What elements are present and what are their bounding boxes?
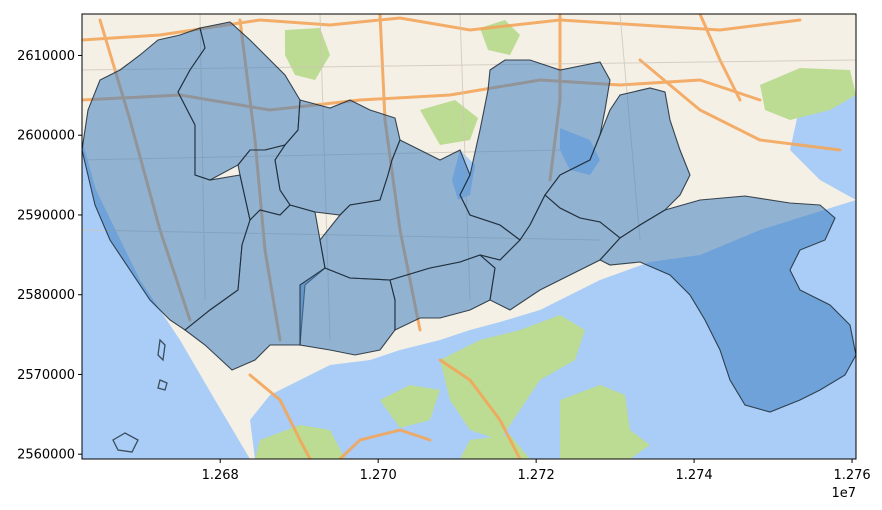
x-tick-label: 1.272 <box>518 468 555 483</box>
x-tick-label: 1.276 <box>833 468 870 483</box>
y-axis: 2560000 2570000 2580000 2590000 2600000 26100… <box>17 49 82 463</box>
district-layer <box>82 21 856 413</box>
x-tick-label: 1.268 <box>202 468 239 483</box>
x-tick-label: 1.270 <box>360 468 397 483</box>
y-tick-label: 2590000 <box>17 208 75 223</box>
y-tick-label: 2600000 <box>17 129 75 144</box>
axes-frame <box>81 13 857 460</box>
x-axis: 1.268 1.270 1.272 1.274 1.276 <box>202 459 871 483</box>
district-longgang <box>459 59 611 241</box>
y-tick-label: 2610000 <box>17 49 75 64</box>
y-tick-label: 2570000 <box>17 368 75 383</box>
y-tick-label: 2580000 <box>17 288 75 303</box>
islands <box>112 338 168 453</box>
plot-area <box>82 14 856 459</box>
district-nanshan <box>237 144 291 222</box>
district-dapeng <box>599 195 856 413</box>
district-yantian <box>479 194 621 311</box>
x-axis-offset-label: 1e7 <box>831 486 856 501</box>
district-futian <box>299 267 396 356</box>
y-tick-label: 2560000 <box>17 448 75 463</box>
x-tick-label: 1.274 <box>675 468 712 483</box>
